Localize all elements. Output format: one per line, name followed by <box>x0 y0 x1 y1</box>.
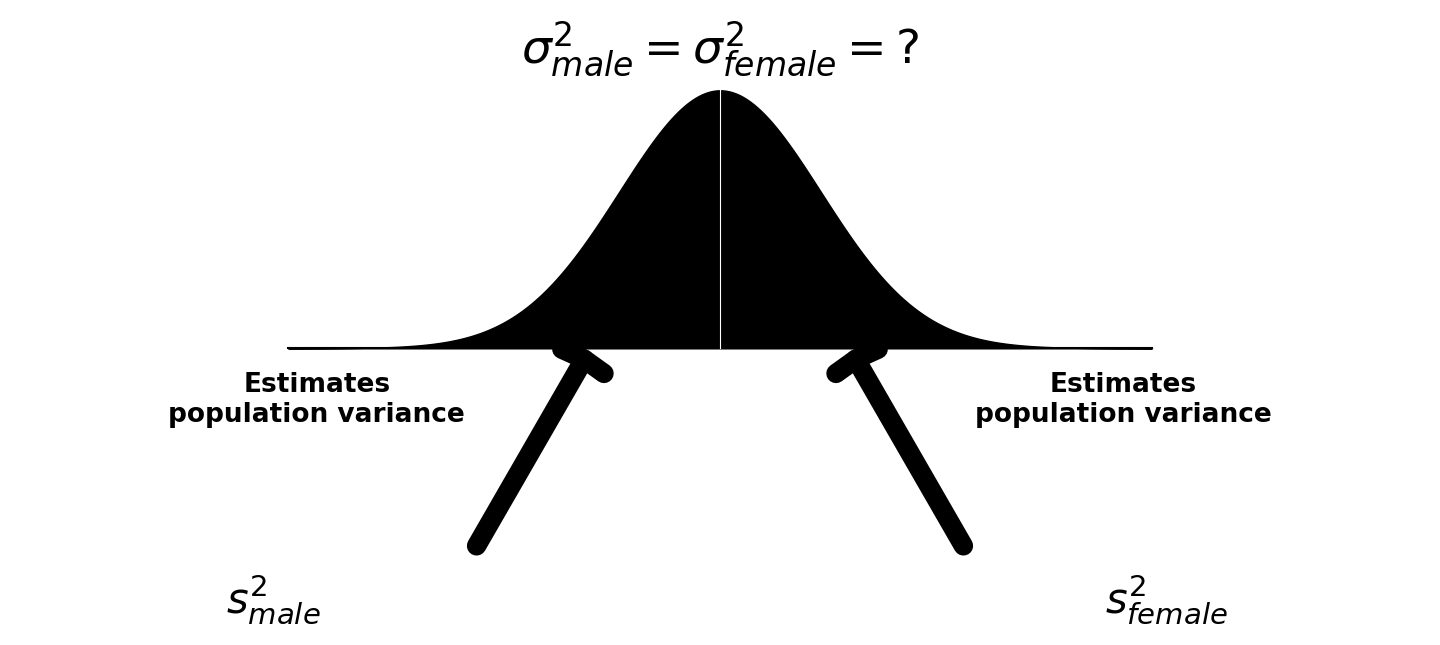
Text: $s^2_{female}$: $s^2_{female}$ <box>1104 573 1228 627</box>
Text: Estimates
population variance: Estimates population variance <box>975 372 1272 428</box>
Text: Estimates
population variance: Estimates population variance <box>168 372 465 428</box>
Text: $s^2_{male}$: $s^2_{male}$ <box>226 573 321 627</box>
Text: $\sigma^2_{male} = \sigma^2_{female} =?$: $\sigma^2_{male} = \sigma^2_{female} =?$ <box>521 19 919 79</box>
